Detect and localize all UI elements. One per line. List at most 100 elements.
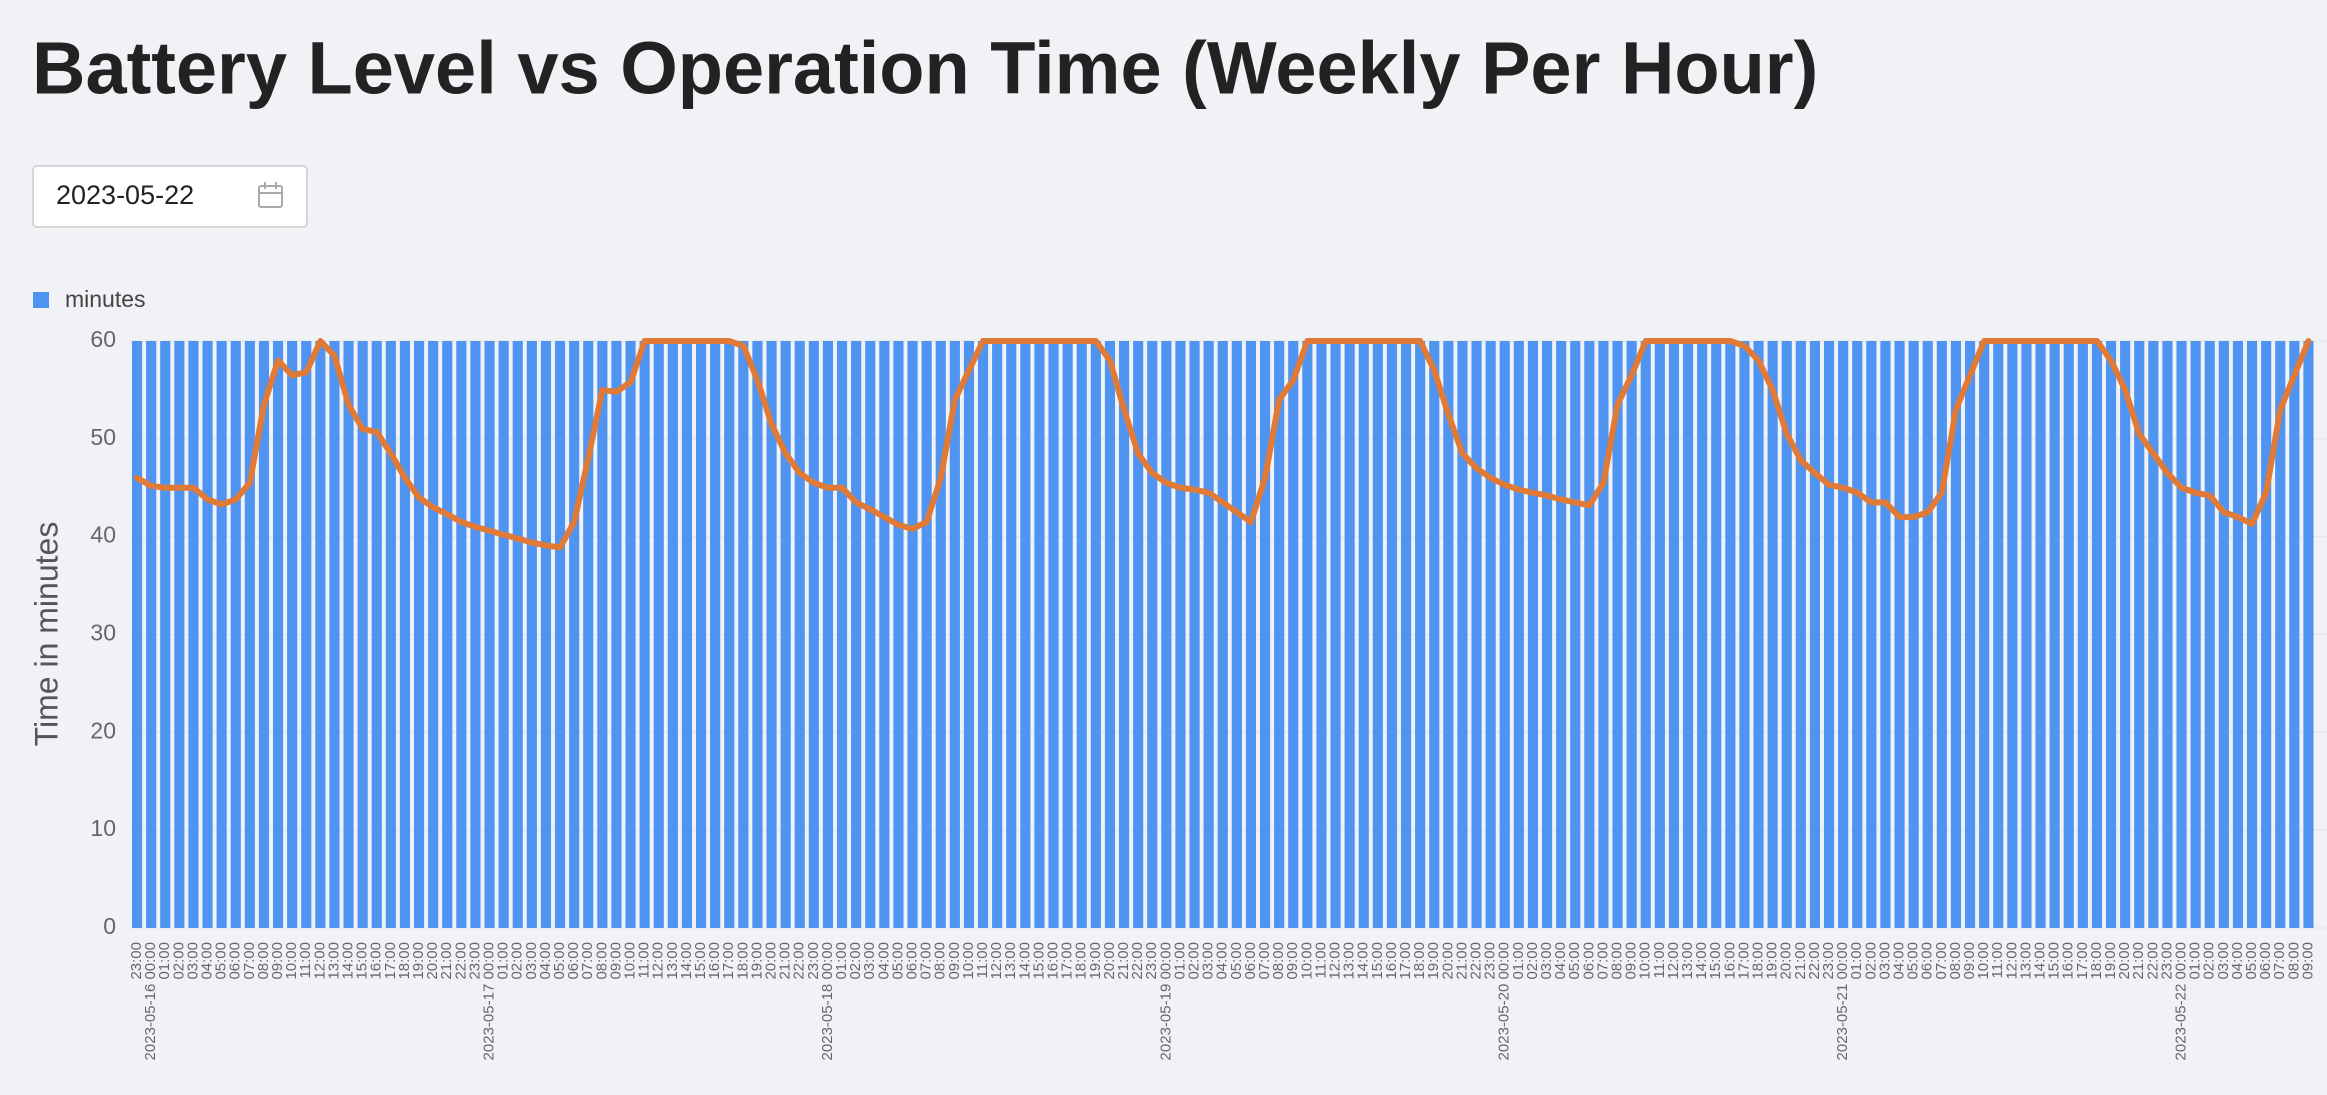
x-tick-label: 18:00: [1073, 942, 1090, 980]
bar: [160, 341, 171, 928]
x-tick-label: 11:00: [1989, 942, 2006, 978]
x-tick-label: 20:00: [2116, 942, 2133, 980]
bar: [1809, 341, 1821, 928]
bar: [1429, 341, 1440, 928]
x-tick-label: 07:00: [1594, 942, 1611, 980]
bar: [1415, 341, 1426, 928]
x-tick-label: 12:00: [311, 942, 328, 980]
line: [134, 338, 2312, 551]
x-tick-label: 03:00: [1538, 942, 1555, 980]
bar: [301, 341, 312, 928]
bar: [1711, 341, 1722, 928]
bar: [470, 341, 481, 928]
bar: [1161, 341, 1172, 928]
bar: [146, 341, 157, 928]
bar: [1584, 341, 1595, 928]
bar: [1499, 341, 1510, 928]
x-tick-label: 06:00: [904, 942, 921, 980]
x-tick-label: 05:00: [889, 942, 906, 980]
bar: [1020, 341, 1031, 928]
bar: [879, 341, 890, 928]
bar: [1245, 341, 1257, 928]
bar: [583, 341, 594, 928]
x-tick-label: 19:00: [1425, 942, 1442, 980]
bar: [1654, 341, 1665, 928]
date-picker[interactable]: 2023-05-22: [32, 165, 308, 228]
x-tick-label: 18:00: [2088, 942, 2105, 980]
bar: [1922, 341, 1933, 928]
y-tick-label: 40: [90, 522, 116, 548]
bar: [625, 341, 636, 928]
bar: [1133, 341, 1144, 928]
bar: [1739, 341, 1750, 928]
bar: [2021, 341, 2032, 928]
x-tick-label: 18:00: [1411, 942, 1428, 980]
x-tick-label: 15:00: [1707, 942, 1724, 980]
bar: [1231, 341, 1242, 928]
bar: [174, 341, 185, 928]
x-tick-label: 06:00: [1580, 942, 1597, 980]
bar: [1358, 341, 1369, 928]
x-tick-label: 22:00: [1129, 942, 1146, 980]
x-tick-label: 01:00: [495, 942, 512, 980]
bar: [1090, 341, 1101, 928]
date-input[interactable]: [32, 165, 308, 228]
x-tick-label: 05:00: [1566, 942, 1583, 980]
x-tick-label: 21:00: [1792, 942, 1809, 980]
x-tick-label: 01:00: [833, 942, 850, 980]
x-tick-label: 02:00: [170, 942, 187, 980]
x-tick-label: 2023-05-20 00:00: [1496, 942, 1513, 1060]
x-tick-label: 13:00: [1341, 942, 1358, 980]
date-value[interactable]: 2023-05-22: [56, 180, 194, 210]
x-tick-label: 06:00: [1242, 942, 1259, 980]
bar: [272, 341, 284, 928]
x-tick-label: 14:00: [678, 942, 695, 980]
bar: [131, 341, 143, 928]
y-tick-label: 0: [103, 913, 116, 939]
bar: [1203, 341, 1214, 928]
x-tick-label: 14:00: [1016, 942, 1033, 980]
calendar-icon[interactable]: [258, 182, 283, 208]
bar: [442, 341, 453, 928]
bar: [667, 341, 678, 928]
x-tick-label: 23:00: [1820, 942, 1837, 980]
x-tick-label: 10:00: [960, 942, 977, 980]
bar: [1006, 341, 1017, 928]
bar: [2204, 341, 2215, 928]
bar: [216, 341, 227, 928]
bar: [1964, 341, 1976, 928]
x-tick-label: 04:00: [1214, 942, 1231, 980]
bar: [1852, 341, 1863, 928]
x-tick-label: 06:00: [227, 942, 244, 980]
x-tick-label: 2023-05-18 00:00: [819, 942, 836, 1060]
bar: [1443, 341, 1454, 928]
bar: [2218, 341, 2229, 928]
bar: [963, 341, 975, 928]
bar: [1175, 341, 1186, 928]
x-tick-label: 21:00: [1115, 942, 1132, 980]
x-tick-label: 22:00: [791, 942, 808, 980]
bar: [1866, 341, 1877, 928]
x-tick-label: 23:00: [466, 942, 483, 980]
x-tick-label: 22:00: [1806, 942, 1823, 980]
bar: [1386, 341, 1398, 928]
bar: [1640, 341, 1651, 928]
x-tick-label: 07:00: [1256, 942, 1273, 980]
bar: [2134, 341, 2145, 928]
x-tick-label: 2023-05-17 00:00: [481, 942, 498, 1060]
x-tick-label: 04:00: [537, 942, 554, 980]
x-tick-label: 11:00: [974, 942, 991, 978]
x-tick-label: 11:00: [636, 942, 653, 978]
x-tick-label: 09:00: [1623, 942, 1640, 980]
x-tick-label: 06:00: [1919, 942, 1936, 980]
bar: [413, 341, 425, 928]
bar: [1457, 341, 1468, 928]
bar: [2303, 341, 2314, 928]
x-tick-label: 09:00: [946, 942, 963, 980]
bar: [2035, 341, 2046, 928]
bar: [484, 341, 495, 928]
bar: [2077, 341, 2088, 928]
bar: [1062, 341, 1073, 928]
